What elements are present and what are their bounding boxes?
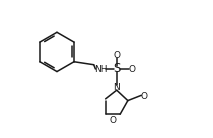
Text: O: O: [141, 92, 148, 101]
Text: N: N: [113, 83, 120, 92]
Text: S: S: [113, 63, 120, 75]
Text: O: O: [113, 51, 120, 60]
Text: O: O: [109, 116, 116, 125]
Text: NH: NH: [94, 64, 107, 74]
Text: O: O: [129, 64, 136, 74]
